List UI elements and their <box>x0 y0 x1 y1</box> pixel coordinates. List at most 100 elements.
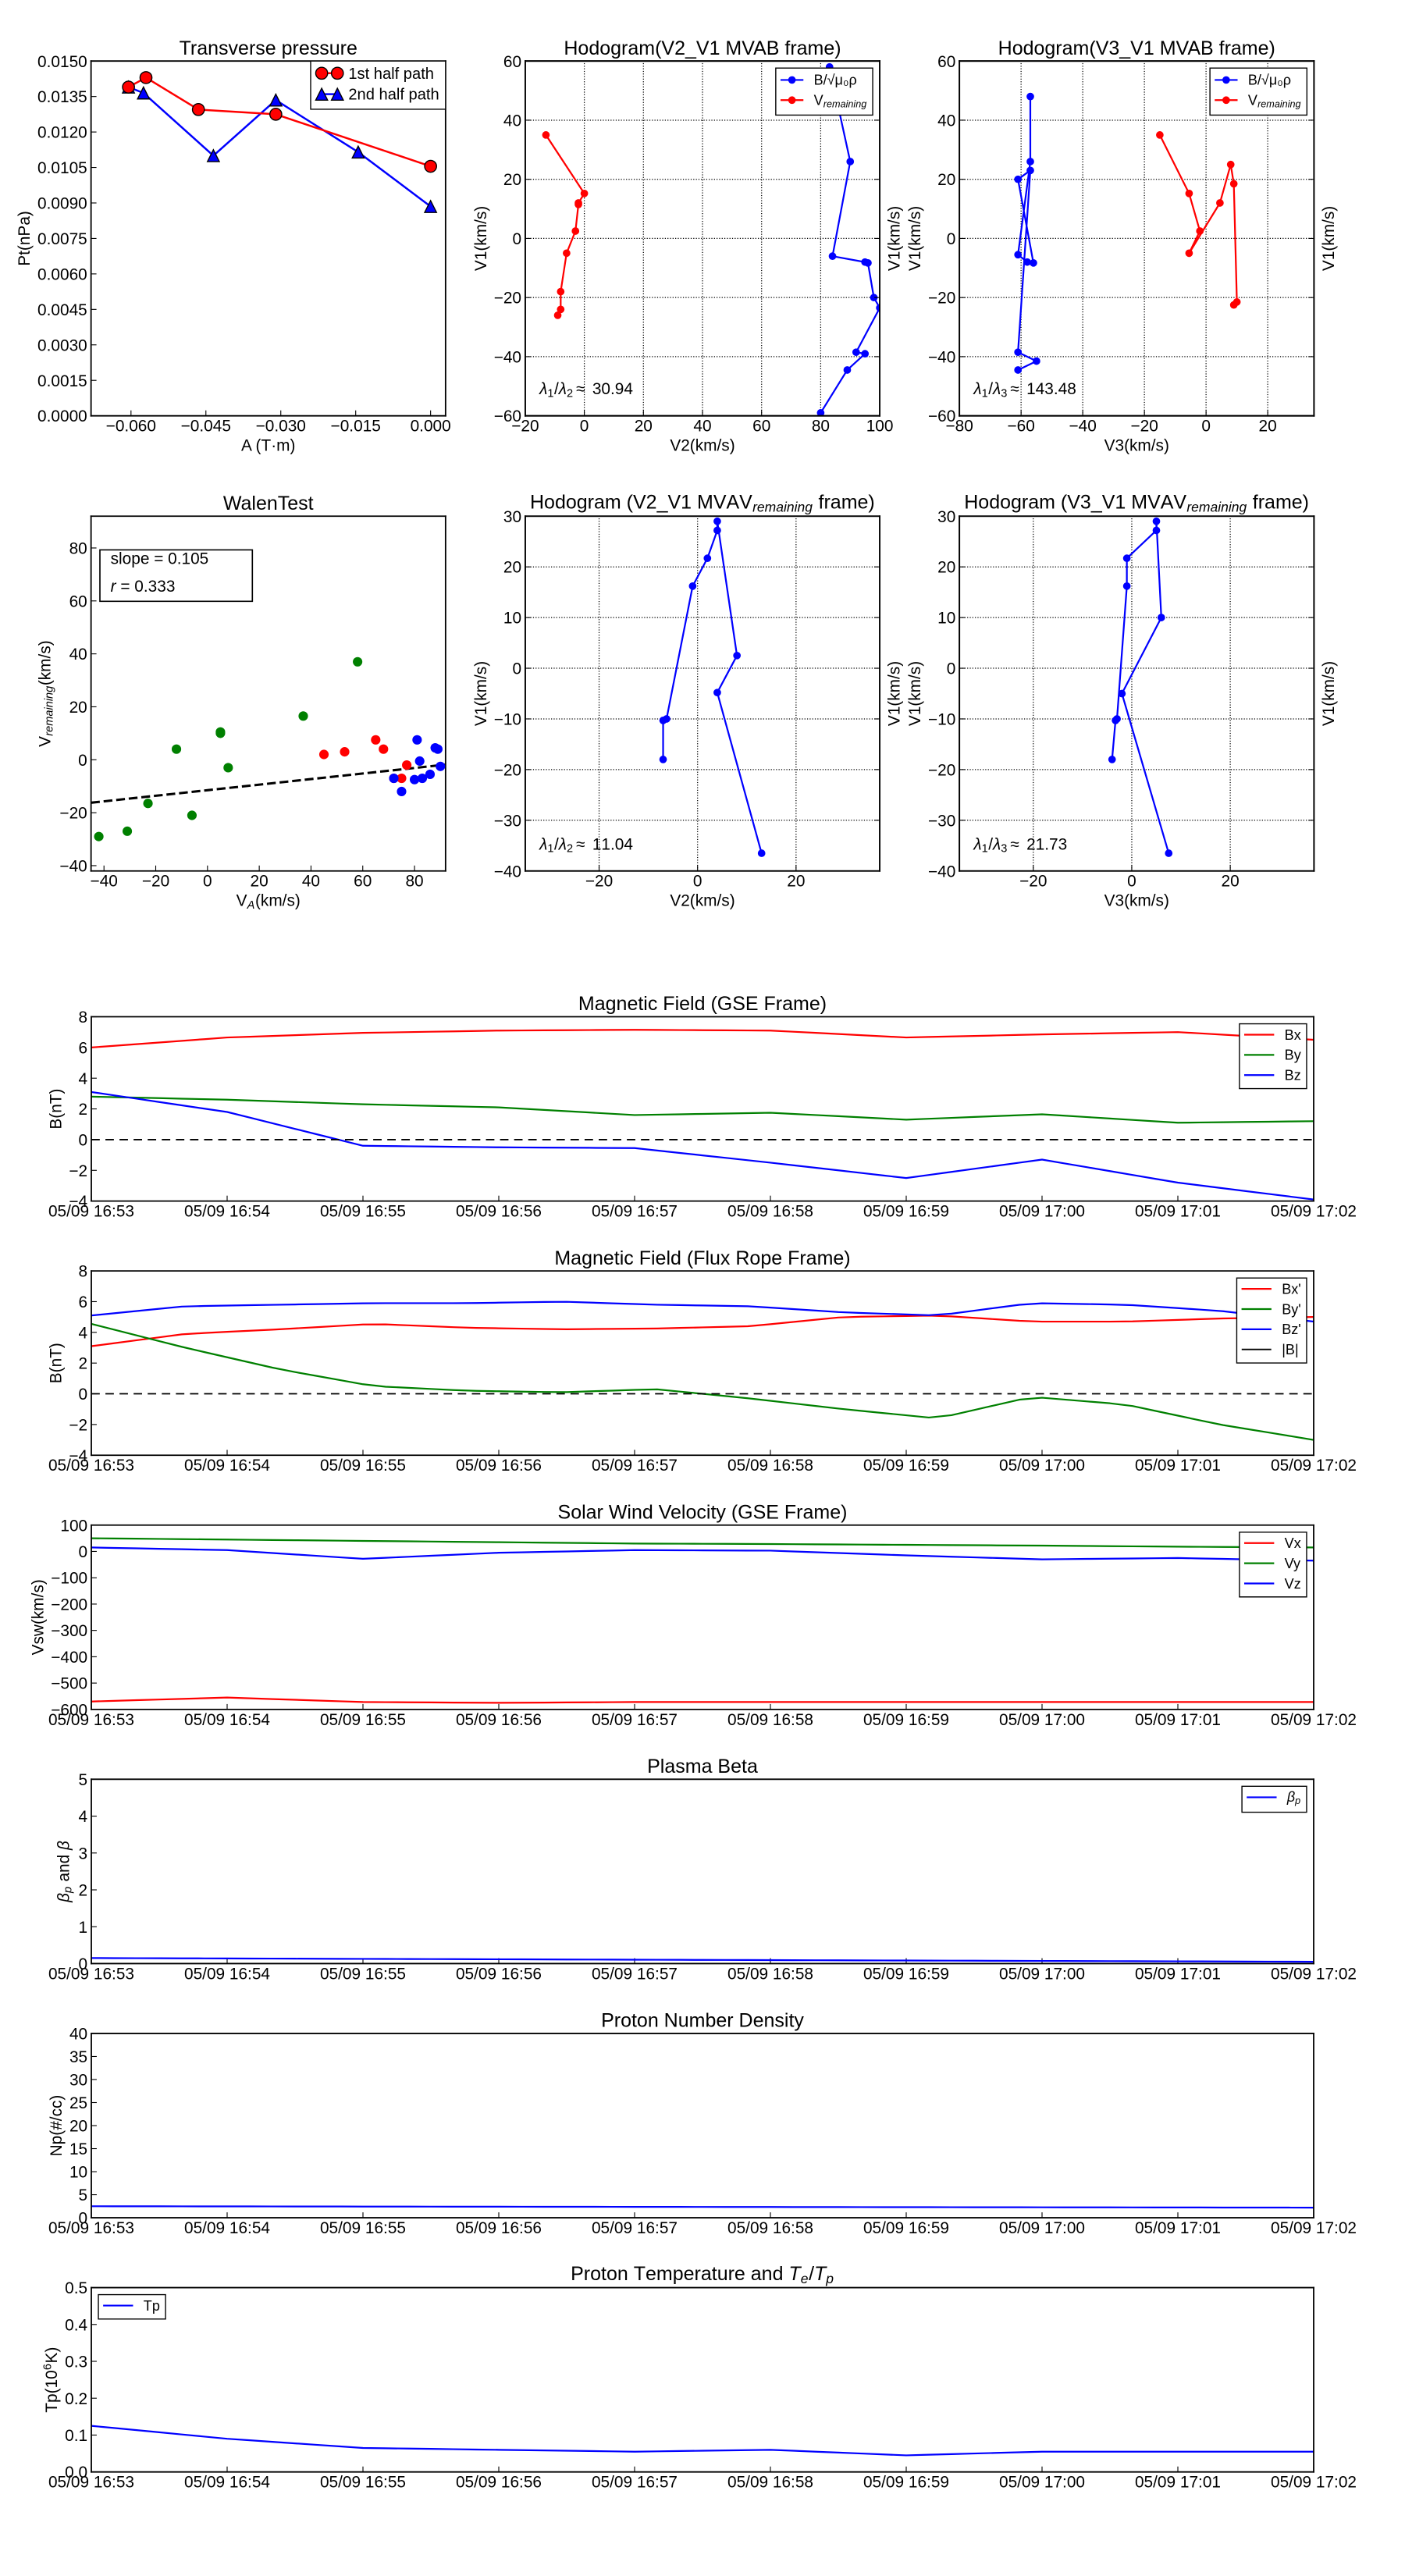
svg-text:Vx: Vx <box>1285 1535 1301 1551</box>
svg-text:40: 40 <box>937 112 955 130</box>
svg-text:V1(km/s): V1(km/s) <box>1320 661 1338 726</box>
svg-text:0: 0 <box>693 873 702 891</box>
svg-text:−20: −20 <box>1130 418 1158 436</box>
svg-text:−20: −20 <box>494 761 521 779</box>
svg-text:B(nT): B(nT) <box>48 1343 66 1383</box>
svg-text:V2(km/s): V2(km/s) <box>670 437 735 455</box>
svg-text:0: 0 <box>947 660 956 678</box>
svg-text:10: 10 <box>503 610 521 628</box>
svg-text:Bz': Bz' <box>1282 1322 1301 1337</box>
svg-text:−0.015: −0.015 <box>331 418 381 436</box>
svg-text:B(nT): B(nT) <box>48 1089 66 1130</box>
svg-text:8: 8 <box>79 1263 88 1281</box>
svg-text:05/09 16:58: 05/09 16:58 <box>727 1457 813 1475</box>
svg-text:−40: −40 <box>928 863 955 881</box>
svg-text:0.4: 0.4 <box>65 2316 87 2334</box>
svg-text:Vsw(km/s): Vsw(km/s) <box>29 1579 47 1655</box>
svg-text:0.5: 0.5 <box>65 2279 87 2297</box>
svg-text:V r e m: V r e m a i n i n g <box>814 90 867 112</box>
svg-text:05/09 16:58: 05/09 16:58 <box>727 1965 813 1983</box>
svg-text:V1(km/s): V1(km/s) <box>906 661 924 726</box>
svg-text:0: 0 <box>79 1955 88 1973</box>
svg-text:P r o t: P r o t o n T e m p e r a t u r e a n d … <box>571 2263 834 2287</box>
svg-text:05/09 16:59: 05/09 16:59 <box>863 1457 949 1475</box>
svg-text:Np(#/cc): Np(#/cc) <box>48 2095 66 2157</box>
svg-text:05/09 16:57: 05/09 16:57 <box>592 1457 678 1475</box>
svg-text:05/09 16:58: 05/09 16:58 <box>727 1711 813 1729</box>
svg-text:WalenTest: WalenTest <box>223 493 314 514</box>
svg-text:60: 60 <box>937 53 955 71</box>
svg-text:05/09 16:53: 05/09 16:53 <box>48 1457 134 1475</box>
svg-text:05/09 16:57: 05/09 16:57 <box>592 1965 678 1983</box>
svg-text:Hodogram(V3_V1 MVAB frame): Hodogram(V3_V1 MVAB frame) <box>998 37 1275 59</box>
svg-text:20: 20 <box>251 873 269 891</box>
svg-text:Solar Wind Velocity (GSE Frame: Solar Wind Velocity (GSE Frame) <box>558 1501 848 1523</box>
svg-text:05/09 16:57: 05/09 16:57 <box>592 1711 678 1729</box>
svg-text:0.000: 0.000 <box>411 418 451 436</box>
svg-text:05/09 16:54: 05/09 16:54 <box>184 2219 270 2237</box>
svg-text:V1(km/s): V1(km/s) <box>472 661 490 726</box>
svg-text:−30: −30 <box>928 812 955 830</box>
svg-text:05/09 17:00: 05/09 17:00 <box>999 1203 1085 1221</box>
svg-text:05/09 16:56: 05/09 16:56 <box>456 2219 542 2237</box>
svg-text:6: 6 <box>79 1293 88 1311</box>
svg-text:2: 2 <box>79 1101 88 1119</box>
svg-text:−100: −100 <box>51 1570 87 1588</box>
svg-text:05/09 17:01: 05/09 17:01 <box>1135 1203 1221 1221</box>
svg-text:10: 10 <box>69 2164 87 2182</box>
svg-text:35: 35 <box>69 2048 87 2066</box>
svg-text:0: 0 <box>512 230 521 248</box>
svg-text:20: 20 <box>787 873 805 891</box>
svg-text:40: 40 <box>693 418 711 436</box>
svg-text:05/09 17:02: 05/09 17:02 <box>1271 1457 1357 1475</box>
svg-text:0.0: 0.0 <box>65 2464 87 2482</box>
svg-text:−40: −40 <box>494 863 521 881</box>
svg-text:T p ( 1: T p ( 1 0 K ) 6 <box>41 2342 61 2412</box>
svg-text:6: 6 <box>79 1039 88 1057</box>
svg-text:05/09 16:59: 05/09 16:59 <box>863 1965 949 1983</box>
svg-text:40: 40 <box>503 112 521 130</box>
svg-text:05/09 17:00: 05/09 17:00 <box>999 2219 1085 2237</box>
svg-text:5: 5 <box>79 1771 88 1789</box>
svg-text:−20: −20 <box>59 805 87 823</box>
svg-text:0.0060: 0.0060 <box>37 265 87 283</box>
svg-text:Vy: Vy <box>1285 1556 1300 1571</box>
svg-text:0: 0 <box>947 230 956 248</box>
svg-text:05/09 16:53: 05/09 16:53 <box>48 1203 134 1221</box>
svg-text:V1(km/s): V1(km/s) <box>906 206 924 271</box>
svg-text:2: 2 <box>79 1355 88 1373</box>
svg-text:8: 8 <box>79 1009 88 1026</box>
svg-text:05/09 16:54: 05/09 16:54 <box>184 1457 270 1475</box>
svg-text:−2: −2 <box>69 1416 87 1434</box>
svg-text:0.0075: 0.0075 <box>37 230 87 248</box>
svg-text:1st half path: 1st half path <box>348 66 434 83</box>
svg-text:05/09 16:54: 05/09 16:54 <box>184 1203 270 1221</box>
svg-text:05/09 16:55: 05/09 16:55 <box>320 1203 406 1221</box>
svg-text:−4: −4 <box>69 1447 87 1465</box>
svg-text:20: 20 <box>503 171 521 189</box>
svg-text:0.0120: 0.0120 <box>37 124 87 142</box>
svg-text:B/√μ₀ρ: B/√μ₀ρ <box>814 73 857 88</box>
svg-text:V ( k m: V ( k m / s ) A <box>237 891 305 912</box>
svg-text:Bx: Bx <box>1285 1027 1301 1043</box>
svg-text:05/09 16:53: 05/09 16:53 <box>48 2474 134 2492</box>
svg-text:05/09 17:01: 05/09 17:01 <box>1135 2474 1221 2492</box>
svg-text:05/09 17:02: 05/09 17:02 <box>1271 2219 1357 2237</box>
svg-text:30: 30 <box>937 508 955 526</box>
svg-text:20: 20 <box>937 559 955 577</box>
svg-text:Plasma Beta: Plasma Beta <box>647 1756 758 1777</box>
svg-text:20: 20 <box>1259 418 1277 436</box>
svg-text:4: 4 <box>79 1324 88 1342</box>
svg-text:−40: −40 <box>928 348 955 366</box>
svg-text:0: 0 <box>79 1386 88 1404</box>
svg-text:05/09 16:56: 05/09 16:56 <box>456 1203 542 1221</box>
svg-text:05/09 17:00: 05/09 17:00 <box>999 1711 1085 1729</box>
svg-text:−60: −60 <box>928 407 955 425</box>
svg-text:−40: −40 <box>59 857 87 875</box>
svg-text:V ( k m: V ( k m / s ) r e m a i n i n g <box>34 635 56 747</box>
svg-text:30: 30 <box>503 508 521 526</box>
svg-text:40: 40 <box>69 646 87 664</box>
svg-text:05/09 16:55: 05/09 16:55 <box>320 2474 406 2492</box>
svg-text:−20: −20 <box>494 290 521 308</box>
svg-text:V3(km/s): V3(km/s) <box>1104 892 1169 910</box>
